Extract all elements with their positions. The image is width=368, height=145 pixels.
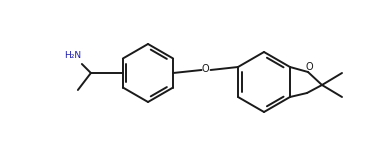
Text: O: O [202,64,209,74]
Text: H₂N: H₂N [64,51,81,60]
Text: O: O [305,62,313,72]
